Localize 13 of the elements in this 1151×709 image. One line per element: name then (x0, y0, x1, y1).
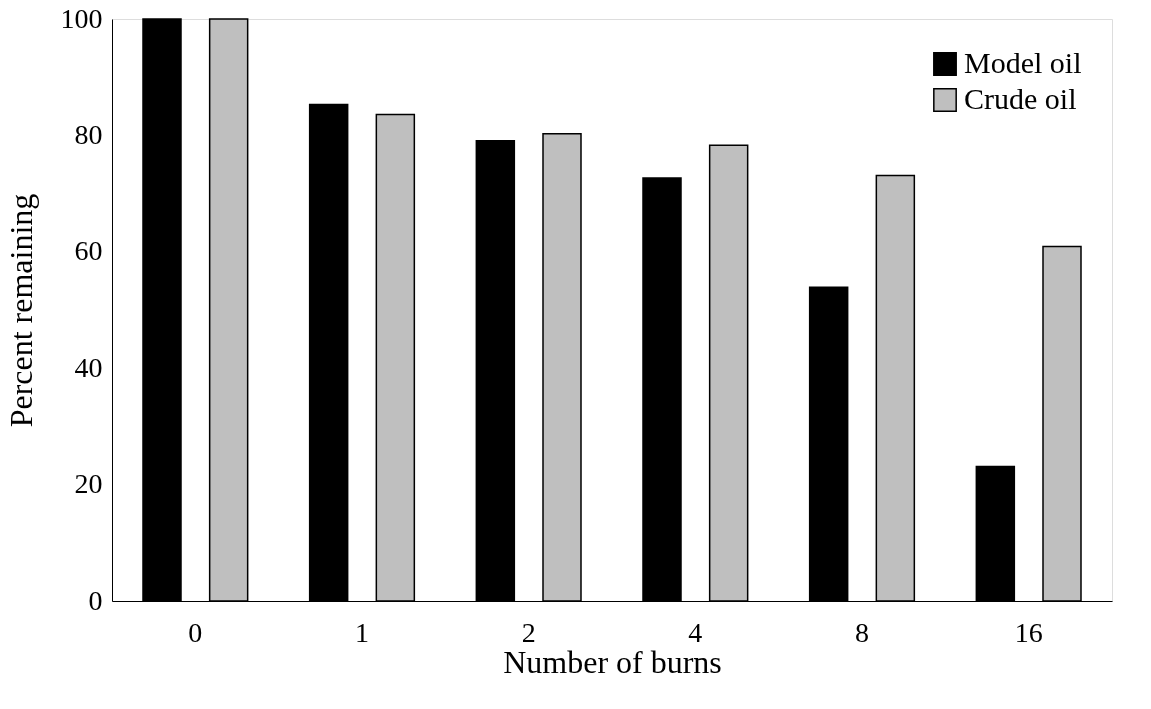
x-tick-label: 8 (855, 616, 869, 648)
y-tick-label: 40 (74, 351, 103, 383)
x-tick-label: 16 (1014, 616, 1043, 648)
y-tick-label: 0 (88, 584, 103, 616)
legend-label: Crude oil (964, 82, 1077, 115)
y-axis-title: Percent remaining (2, 193, 39, 428)
x-tick-label: 0 (188, 616, 203, 648)
legend-label: Model oil (964, 46, 1082, 79)
y-tick-label: 20 (74, 468, 103, 500)
y-tick-label: 80 (74, 118, 103, 150)
x-tick-label: 1 (355, 616, 369, 648)
y-tick-label: 60 (74, 235, 103, 267)
y-tick-label: 100 (60, 2, 103, 34)
